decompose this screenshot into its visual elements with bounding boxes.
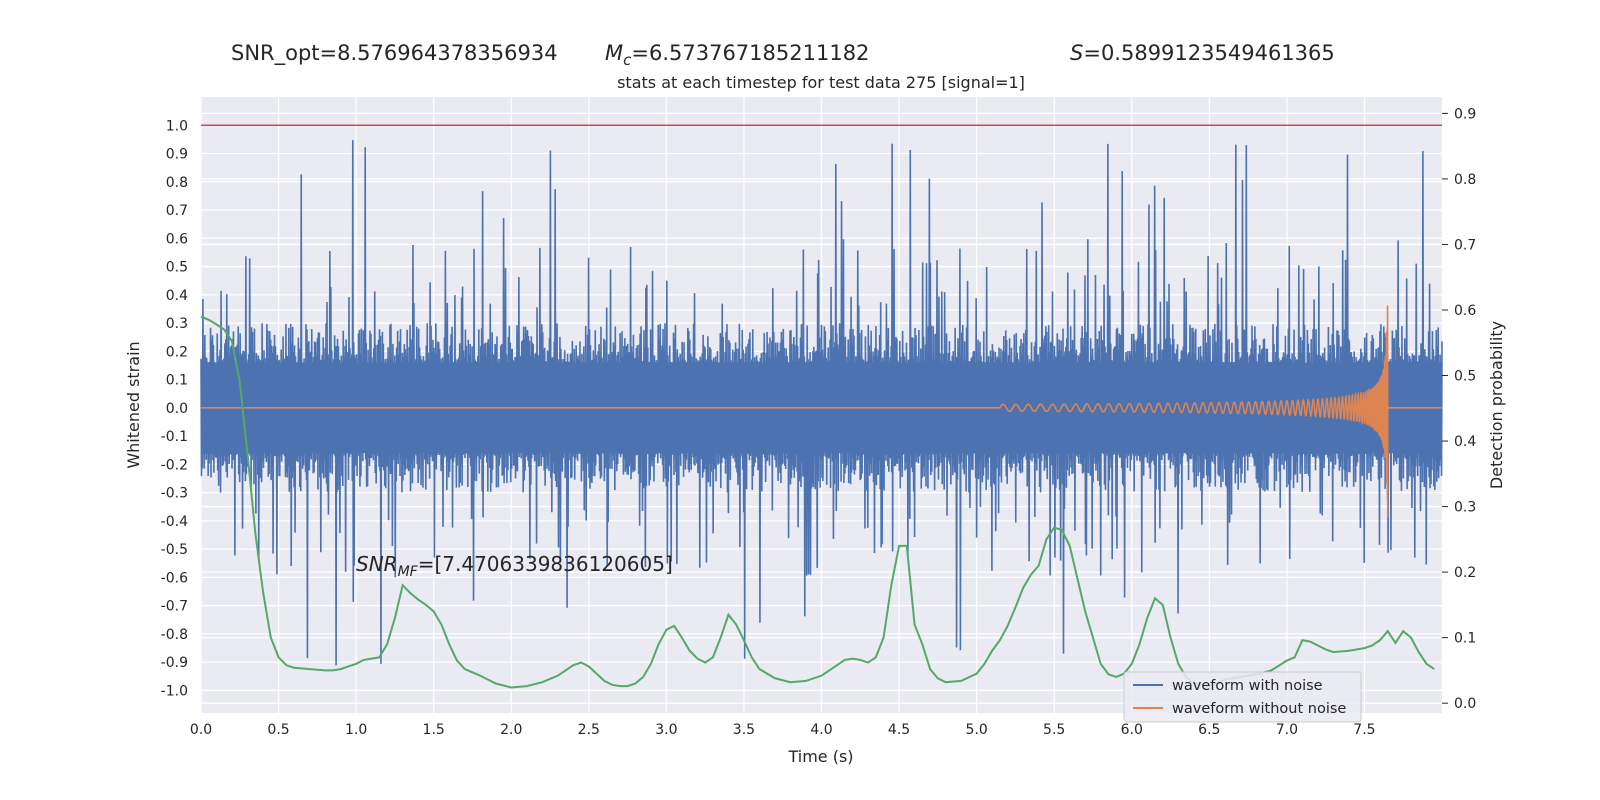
chirp-mass-header: Mc=6.573767185211182 [605, 41, 869, 69]
legend-entry-clean: waveform without noise [1172, 701, 1346, 717]
left-y-tick-label: 0.1 [166, 373, 188, 389]
snr-mf-prefix: SNR [356, 552, 398, 576]
mc-value: =6.573767185211182 [631, 41, 869, 65]
left-y-tick-label: 0.7 [166, 203, 188, 219]
left-y-tick-label: 0.4 [166, 288, 188, 304]
x-tick-label: 0.5 [267, 722, 289, 738]
right-y-tick-label: 0.4 [1454, 434, 1476, 450]
right-y-tick-label: 0.7 [1454, 237, 1476, 253]
snr-mf-annotation: SNRMF=[7.4706339836120605] [356, 552, 673, 580]
left-y-axis-label: Whitened strain [124, 341, 143, 468]
x-tick-label: 6.5 [1198, 722, 1220, 738]
x-tick-label: 5.5 [1043, 722, 1065, 738]
x-tick-label: 1.0 [345, 722, 367, 738]
right-y-tick-label: 0.6 [1454, 303, 1476, 319]
left-y-axis-ticks: 1.0 0.9 0.8 0.7 0.6 0.5 0.4 0.3 0.2 0.1 0.0 -0.1 -0.… [161, 118, 188, 699]
x-tick-label: 5.0 [965, 722, 987, 738]
s-value: =0.5899123549461365 [1083, 41, 1334, 65]
right-y-tick-label: 0.5 [1454, 369, 1476, 385]
noisy-waveform-line [200, 140, 1443, 666]
left-y-tick-label: -0.6 [161, 570, 188, 586]
x-axis-label: Time (s) [787, 747, 853, 766]
left-y-tick-label: -0.4 [161, 514, 188, 530]
legend-box [1123, 671, 1362, 723]
left-y-tick-label: 0.5 [166, 260, 188, 276]
left-y-tick-label: -0.9 [161, 655, 188, 671]
left-y-tick-label: 0.6 [166, 231, 188, 247]
left-y-tick-label: 0.8 [166, 175, 188, 191]
x-tick-label: 7.0 [1276, 722, 1298, 738]
x-tick-label: 7.5 [1353, 722, 1375, 738]
left-y-tick-label: 0.9 [166, 147, 188, 163]
waveform-without-noise-series [201, 305, 1442, 518]
x-tick-label: 2.0 [500, 722, 522, 738]
x-tick-label: 1.5 [423, 722, 445, 738]
right-y-tick-label: 0.1 [1454, 631, 1476, 647]
right-y-axis-ticks: 0.9 0.8 0.7 0.6 0.5 0.4 0.3 0.2 0.1 0.0 [1442, 106, 1476, 712]
right-y-tick-label: 0.9 [1454, 106, 1476, 122]
x-axis-ticks: 0.0 0.5 1.0 1.5 2.0 2.5 3.0 3.5 4.0 4.5 5.0 5.5 6.0 6… [190, 722, 1376, 738]
legend: waveform with noise waveform without noi… [1123, 671, 1362, 723]
s-value-header: S=0.5899123549461365 [1070, 41, 1335, 65]
left-y-tick-label: -1.0 [161, 683, 188, 699]
x-tick-label: 0.0 [190, 722, 212, 738]
s-symbol: S [1070, 41, 1083, 65]
x-tick-label: 6.0 [1121, 722, 1143, 738]
waveform-with-noise-series [200, 140, 1443, 666]
right-y-tick-label: 0.8 [1454, 172, 1476, 188]
snr-mf-subscript: MF [398, 564, 419, 580]
left-y-tick-label: 0.0 [166, 401, 188, 417]
clean-waveform-line [201, 305, 1442, 518]
chart-title: stats at each timestep for test data 275… [617, 73, 1025, 92]
snr-opt-header: SNR_opt=8.576964378356934 [231, 41, 558, 66]
left-y-tick-label: 0.3 [166, 316, 188, 332]
left-y-tick-label: -0.2 [161, 457, 188, 473]
left-y-tick-label: 1.0 [166, 118, 188, 134]
left-y-tick-label: -0.7 [161, 599, 188, 615]
left-y-tick-label: -0.3 [161, 486, 188, 502]
x-tick-label: 4.0 [810, 722, 832, 738]
x-tick-label: 2.5 [578, 722, 600, 738]
right-y-tick-label: 0.2 [1454, 565, 1476, 581]
mc-symbol: M [605, 41, 623, 65]
right-y-axis-label: Detection probability [1487, 321, 1506, 489]
left-y-tick-label: -0.5 [161, 542, 188, 558]
x-tick-label: 3.0 [655, 722, 677, 738]
snr-mf-value: =[7.4706339836120605] [418, 552, 673, 576]
mc-subscript: c [623, 51, 632, 69]
left-y-tick-label: -0.1 [161, 429, 188, 445]
right-y-tick-label: 0.0 [1454, 696, 1476, 712]
left-y-tick-label: 0.2 [166, 344, 188, 360]
right-y-tick-label: 0.3 [1454, 500, 1476, 516]
legend-entry-noisy: waveform with noise [1172, 678, 1323, 694]
left-y-tick-label: -0.8 [161, 627, 188, 643]
x-tick-label: 3.5 [733, 722, 755, 738]
x-tick-label: 4.5 [888, 722, 910, 738]
